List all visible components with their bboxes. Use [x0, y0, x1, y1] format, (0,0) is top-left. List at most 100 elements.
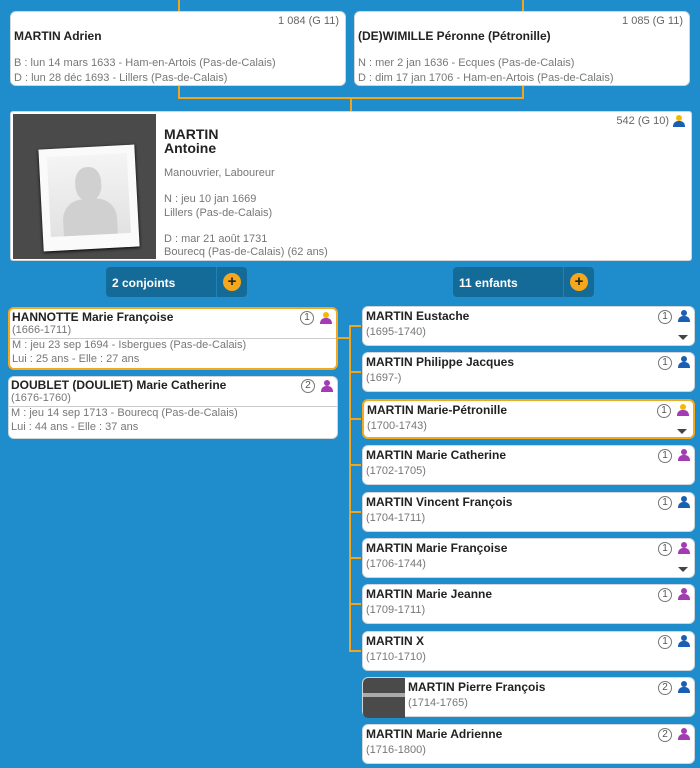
mother-card[interactable]: 1 085 (G 11) (DE)WIMILLE Péronne (Pétron…	[354, 11, 690, 86]
connector	[338, 337, 350, 339]
child-name: MARTIN X	[366, 633, 424, 648]
ages-info: Lui : 44 ans - Elle : 37 ans	[11, 421, 139, 433]
expand-arrow-icon[interactable]	[678, 335, 688, 340]
birth-info: B : lun 14 mars 1633 - Ham-en-Artois (Pa…	[14, 57, 276, 69]
spouses-button[interactable]: 2 conjoints +	[106, 267, 247, 297]
person-female-icon	[678, 727, 690, 740]
death-place: Bourecq (Pas-de-Calais) (62 ans)	[164, 246, 328, 258]
spouses-label: 2 conjoints	[112, 276, 176, 290]
surname: MARTIN	[164, 126, 219, 142]
union-badge: 1	[658, 449, 672, 464]
connector	[522, 86, 524, 99]
person-female-icon	[321, 380, 333, 392]
children-label: 11 enfants	[459, 276, 518, 290]
ages-info: Lui : 25 ans - Elle : 27 ans	[12, 353, 140, 365]
life-years: (1704-1711)	[366, 511, 426, 524]
union-badge: 1	[658, 310, 672, 324]
union-order-badge: 1	[300, 311, 314, 325]
child-card[interactable]: MARTIN X (1710-1710) 1	[362, 630, 695, 671]
life-years: (1697-)	[366, 372, 402, 385]
person-sosa-female-icon	[320, 312, 332, 324]
life-years: (1709-1711)	[366, 604, 426, 617]
union-badge: 1	[658, 588, 672, 603]
death-info: D : lun 28 déc 1693 - Lillers (Pas-de-Ca…	[14, 72, 228, 84]
connector	[349, 649, 361, 652]
child-card[interactable]: MARTIN Marie Catherine (1702-1705) 1	[362, 445, 695, 486]
life-years: (1706-1744)	[366, 558, 426, 570]
spouse-card[interactable]: HANNOTTE Marie Françoise 1 (1666-1711) M…	[8, 307, 338, 370]
children-button[interactable]: 11 enfants +	[453, 267, 594, 297]
child-name: MARTIN Marie Françoise	[366, 541, 508, 555]
connector	[349, 510, 361, 513]
child-card[interactable]: MARTIN Vincent François (1704-1711) 1	[362, 491, 695, 532]
child-card[interactable]: MARTIN Pierre François (1714-1765) 2	[362, 677, 695, 719]
life-years: (1714-1765)	[408, 697, 468, 710]
father-card[interactable]: 1 084 (G 11) MARTIN Adrien B : lun 14 ma…	[10, 11, 346, 86]
life-years: (1700-1743)	[367, 419, 427, 432]
person-male-icon	[678, 356, 690, 369]
person-male-icon	[678, 681, 690, 694]
add-spouse-icon[interactable]: +	[223, 273, 241, 291]
birth-place: Lillers (Pas-de-Calais)	[164, 207, 273, 219]
child-name: MARTIN Philippe Jacques	[366, 355, 515, 370]
connector	[178, 0, 180, 11]
photo-placeholder[interactable]	[13, 114, 156, 259]
life-years: (1702-1705)	[366, 465, 426, 478]
child-card[interactable]: MARTIN Marie Françoise (1706-1744) 1	[362, 538, 695, 578]
child-name: MARTIN Eustache	[366, 309, 470, 323]
life-years: (1695-1740)	[366, 326, 426, 338]
person-female-icon	[678, 542, 690, 554]
sosa-number: 542 (G 10)	[616, 115, 669, 127]
child-card[interactable]: MARTIN Philippe Jacques (1697-) 1	[362, 352, 695, 393]
person-male-icon	[678, 495, 690, 508]
spouse-name: DOUBLET (DOULIET) Marie Catherine	[11, 378, 227, 392]
life-years: (1716-1800)	[366, 743, 426, 756]
life-years: (1666-1711)	[12, 324, 72, 336]
death-date: D : mar 21 août 1731	[164, 233, 268, 245]
birth-info: N : mer 2 jan 1636 - Ecques (Pas-de-Cala…	[358, 57, 575, 69]
birth-date: N : jeu 10 jan 1669	[164, 193, 257, 205]
add-child-icon[interactable]: +	[570, 273, 588, 291]
person-male-icon	[678, 310, 690, 322]
child-card[interactable]: MARTIN Marie Adrienne (1716-1800) 2	[362, 723, 695, 764]
life-years: (1676-1760)	[11, 392, 71, 404]
union-badge: 1	[658, 356, 672, 371]
person-name: MARTIN Adrien	[14, 29, 102, 43]
marriage-info: M : jeu 14 sep 1713 - Bourecq (Pas-de-Ca…	[11, 407, 238, 419]
child-name: MARTIN Marie Adrienne	[366, 726, 503, 741]
given-name: Antoine	[164, 140, 217, 156]
child-name: MARTIN Pierre François	[408, 680, 546, 695]
child-card[interactable]: MARTIN Eustache (1695-1740) 1	[362, 306, 695, 346]
spouse-name: HANNOTTE Marie Françoise	[12, 310, 174, 324]
sosa-number: 1 085 (G 11)	[622, 15, 683, 27]
connector	[349, 464, 361, 467]
children-bracket	[349, 325, 351, 651]
marriage-info: M : jeu 23 sep 1694 - Isbergues (Pas-de-…	[12, 339, 247, 351]
child-photo[interactable]	[363, 678, 405, 719]
connector	[349, 603, 361, 606]
connector	[522, 0, 524, 11]
connector	[349, 557, 361, 559]
connector	[349, 371, 361, 374]
connector	[350, 97, 352, 111]
union-badge: 1	[658, 634, 672, 649]
union-badge: 1	[657, 403, 671, 418]
person-sosa-male-icon	[673, 115, 685, 127]
sosa-number: 1 084 (G 11)	[278, 15, 339, 27]
person-male-icon	[678, 634, 690, 647]
connector	[349, 325, 361, 327]
main-person-card[interactable]: 542 (G 10) MARTIN Antoine Manouvrier, La…	[10, 111, 692, 261]
union-order-badge: 2	[301, 379, 315, 393]
spouse-card[interactable]: DOUBLET (DOULIET) Marie Catherine 2 (167…	[8, 376, 338, 439]
child-card[interactable]: MARTIN Marie Jeanne (1709-1711) 1	[362, 584, 695, 625]
person-sosa-female-icon	[677, 403, 689, 416]
child-name: MARTIN Marie Jeanne	[366, 587, 493, 602]
occupation: Manouvrier, Laboureur	[164, 167, 275, 179]
person-female-icon	[678, 588, 690, 601]
expand-arrow-icon[interactable]	[677, 428, 687, 434]
connector	[349, 417, 361, 420]
child-name: MARTIN Vincent François	[366, 494, 513, 509]
expand-arrow-icon[interactable]	[678, 567, 688, 572]
child-card[interactable]: MARTIN Marie-Pétronille (1700-1743) 1	[362, 398, 695, 439]
union-badge: 2	[658, 727, 672, 742]
